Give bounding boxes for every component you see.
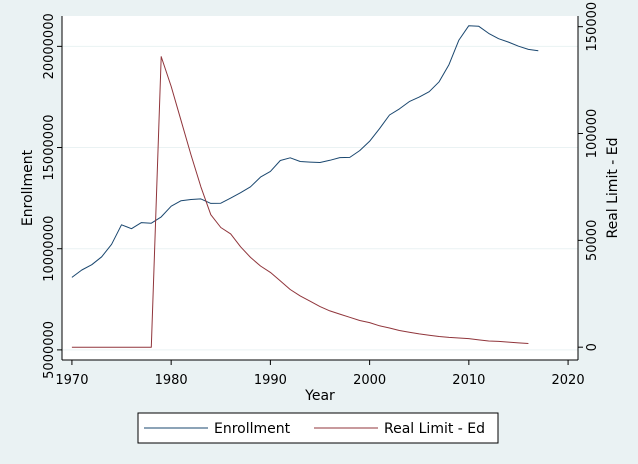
series — [71, 25, 539, 348]
y-left-tick-label-10000000: 10000000 — [42, 216, 57, 282]
x-tick-label-2020: 2020 — [552, 373, 585, 388]
y-left-tick-label-20000000: 20000000 — [42, 13, 57, 79]
tick-labels: 1970 1980 1990 2000 2010 2020 5000000 10000000 1… — [42, 2, 600, 388]
x-tick-label-1990: 1990 — [254, 373, 287, 388]
x-tick-label-1980: 1980 — [155, 373, 188, 388]
y-right-tick-label-150000: 150000 — [585, 2, 600, 52]
y-axis-right-title: Real Limit - Ed — [605, 137, 621, 238]
series-line-enrollment — [71, 25, 539, 278]
y-left-tick-label-15000000: 15000000 — [42, 114, 57, 180]
legend: Enrollment Real Limit - Ed — [137, 412, 499, 444]
series-line-real-limit — [71, 56, 529, 348]
x-tick-label-2010: 2010 — [452, 373, 485, 388]
y-left-tick-label-5000000: 5000000 — [42, 321, 57, 379]
x-tick-label-2000: 2000 — [353, 373, 386, 388]
y-right-tick-label-50000: 50000 — [585, 220, 600, 261]
gridlines — [62, 45, 578, 351]
x-axis-title: Year — [304, 388, 335, 404]
y-right-tick-label-0: 0 — [585, 343, 600, 351]
x-tick-label-1970: 1970 — [55, 373, 88, 388]
plot-area — [62, 16, 578, 360]
y-axis-left-title: Enrollment — [20, 149, 36, 226]
y-right-tick-label-100000: 100000 — [585, 109, 600, 159]
legend-label-real-limit: Real Limit - Ed — [384, 421, 485, 437]
axes — [61, 16, 579, 361]
legend-label-enrollment: Enrollment — [214, 421, 291, 437]
